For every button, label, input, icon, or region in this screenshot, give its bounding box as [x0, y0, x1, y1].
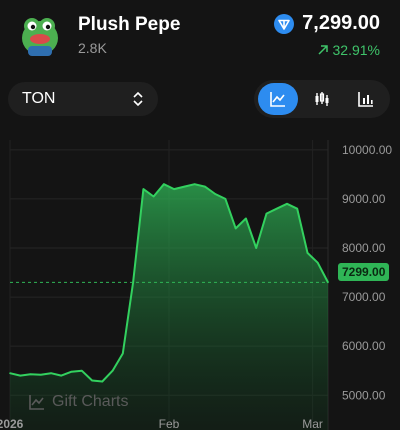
watermark: Gift Charts [28, 393, 128, 411]
ton-diamond-icon [274, 13, 295, 34]
data-point [286, 203, 288, 205]
data-point [327, 281, 329, 284]
x-tick-label: Feb [159, 417, 180, 430]
data-point [29, 373, 32, 376]
currency-select[interactable]: TON [8, 82, 158, 116]
data-point [91, 379, 93, 382]
price-display: 7,299.00 [274, 12, 380, 35]
candlestick-chart-icon [315, 92, 329, 106]
data-point [296, 207, 299, 210]
y-tick-label: 6000.00 [342, 339, 386, 353]
chart-area-fill-group [10, 184, 328, 430]
x-tick-label: 2026 [0, 417, 24, 430]
price-area-fill [10, 184, 328, 430]
price-change: 32.91% [317, 42, 380, 58]
bar-chart-icon [358, 92, 373, 107]
chart-view-toggle [254, 80, 390, 118]
price-line [9, 183, 329, 383]
data-point [245, 217, 247, 220]
data-point [122, 352, 124, 355]
y-tick-label: 5000.00 [342, 388, 386, 402]
arrow-up-right-icon [317, 45, 328, 55]
y-tick-label: 10000.00 [342, 143, 392, 157]
y-tick-label: 8000.00 [342, 241, 386, 255]
data-point [111, 369, 114, 372]
chart-points-group [9, 183, 329, 383]
x-tick-label: Mar [302, 417, 323, 430]
y-axis-ticks: 10000.00 9000.00 8000.00 7000.00 6000.00 5000… [342, 143, 392, 402]
gift-supply-count: 2.8K [78, 40, 107, 56]
data-point [183, 185, 186, 188]
data-point [306, 252, 309, 254]
candlestick-chart-button[interactable] [302, 83, 342, 115]
data-point [19, 374, 22, 377]
price-change-percent: 32.91% [332, 42, 380, 58]
bar-chart-button[interactable] [346, 83, 386, 115]
data-point [50, 372, 52, 375]
data-point [9, 372, 11, 375]
gift-title: Plush Pepe [78, 14, 181, 35]
chart-controls: TON [0, 78, 400, 118]
data-point [265, 212, 268, 215]
current-price: 7,299.00 [302, 12, 380, 34]
data-point [70, 370, 73, 373]
current-price-tag: 7299.00 [338, 263, 390, 281]
data-point [173, 188, 175, 190]
watermark-text: Gift Charts [52, 393, 129, 410]
data-point [316, 261, 319, 264]
line-chart-icon [29, 395, 44, 410]
data-point [60, 374, 63, 377]
header: Plush Pepe 2.8K 7,299.00 32.91% [0, 0, 400, 70]
data-point [275, 207, 278, 210]
data-point [152, 195, 155, 198]
data-point [142, 188, 145, 190]
x-axis-ticks: 2026 Feb Mar [0, 417, 323, 430]
data-point [101, 380, 104, 383]
y-tick-label: 7000.00 [342, 290, 386, 304]
data-point [204, 185, 206, 188]
data-point [224, 198, 227, 200]
data-point [255, 247, 257, 249]
data-point [40, 373, 42, 376]
data-point [234, 227, 237, 230]
data-point [163, 183, 165, 185]
line-chart-button[interactable] [258, 83, 298, 115]
pepe-avatar-icon [22, 18, 58, 56]
data-point [214, 193, 216, 195]
y-tick-label: 9000.00 [342, 192, 386, 206]
line-chart-icon [270, 92, 285, 107]
data-point [193, 183, 196, 185]
chevron-up-down-icon [133, 91, 143, 107]
currency-label: TON [22, 90, 56, 107]
price-chart[interactable]: 10000.00 9000.00 8000.00 7000.00 6000.00 5000… [0, 130, 400, 430]
data-point [81, 369, 83, 372]
chart-line-group [9, 183, 329, 383]
